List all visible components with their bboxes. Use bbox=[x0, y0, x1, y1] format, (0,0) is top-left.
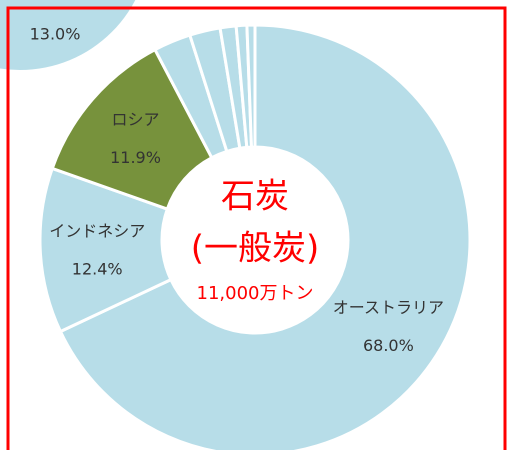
pie-slice bbox=[0, 0, 136, 70]
center-title: 石炭 bbox=[221, 177, 289, 217]
value-label: 12.4% bbox=[72, 259, 123, 278]
value-label: 68.0% bbox=[363, 336, 414, 355]
value-label: 11.9% bbox=[110, 148, 161, 167]
center-subtitle: (一般炭) bbox=[191, 229, 320, 269]
slice bbox=[245, 23, 257, 149]
value-label: 13.0% bbox=[30, 25, 81, 44]
separator bbox=[138, 0, 162, 27]
slice bbox=[58, 23, 472, 450]
slice-label: ロシア bbox=[111, 110, 159, 129]
slice-label: オーストラリア bbox=[333, 298, 444, 317]
slice-label: インドネシア bbox=[49, 221, 145, 240]
partial-pie: 13.0% bbox=[0, 0, 162, 70]
highlight-frame bbox=[6, 6, 507, 450]
slice bbox=[50, 47, 214, 211]
donut: オーストラリア 68.0% インドネシア 12.4% ロシア 11.9% bbox=[38, 23, 472, 450]
center-annotation: 11,000万トン bbox=[197, 283, 314, 304]
